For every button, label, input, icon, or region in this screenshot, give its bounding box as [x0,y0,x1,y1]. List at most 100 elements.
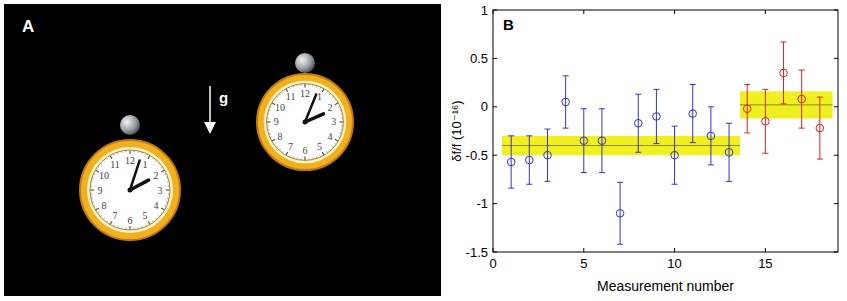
error-bar-stem [783,42,784,104]
error-bar-stem [601,109,602,173]
y-tick-label: -0.5 [466,148,488,163]
clock-minute-tick [137,227,138,228]
clock-minute-tick [332,96,333,98]
clock-minute-tick [161,166,162,168]
clock-minute-tick [91,185,92,186]
clock-minute-tick [340,133,341,134]
y-tick-right [834,106,838,107]
error-bar-stem [565,76,566,128]
clock-numeral: 10 [99,170,109,181]
clock-minute-tick [267,125,268,126]
clock-minute-tick [274,99,275,101]
mean-band [502,136,740,155]
clock-minute-tick [282,152,284,153]
clock-minute-tick [168,193,169,194]
clock-minute-tick [301,84,302,85]
clock-minute-tick [304,157,305,160]
gravity-arrow-head [204,122,216,134]
clock-minute-tick [335,99,336,101]
error-bar-cap [744,132,750,133]
error-bar-cap [617,244,623,245]
clock-minute-tick [270,106,271,108]
clock-minute-tick [332,146,333,148]
error-bar-cap [563,128,569,129]
error-bar-stem [656,89,657,143]
error-bar-cap [781,41,787,42]
data-point [544,151,552,159]
clock-minute-tick [155,161,156,162]
error-bar [817,97,823,159]
y-tick-label: -1.5 [466,245,488,260]
clock-minute-tick [322,152,324,155]
clock-minute-tick [341,118,342,119]
clock-hand [305,94,316,122]
clock-high: 121234567891011 [257,74,353,170]
clock-minute-tick [289,155,291,156]
x-axis-label: Measurement number [597,278,734,294]
error-bar-cap [599,108,605,109]
error-bar-cap [726,123,732,124]
data-point [616,209,624,217]
clock-minute-tick [158,164,159,165]
clock-numeral: 9 [98,185,103,196]
clock-minute-tick [133,228,134,229]
error-bar-cap [762,153,768,154]
clock-numeral: 9 [274,116,279,127]
clock-minute-tick [269,133,270,134]
y-axis-label: δf/f (10⁻¹⁶) [449,100,464,161]
clock-minute-tick [92,177,93,178]
clock-minute-tick [125,151,126,152]
x-tick-top [765,10,766,14]
clock-minute-tick [335,143,336,145]
clock-minute-tick [338,136,339,138]
error-bar-stem [729,123,730,181]
clock-minute-tick [133,151,134,152]
error-bar-cap [690,84,696,85]
clock-minute-tick [319,155,321,156]
error-bar [726,123,732,181]
error-bar-cap [744,84,750,85]
error-bar-cap [526,184,532,185]
axes-frame [493,10,838,252]
clock-minute-tick [166,201,167,202]
clock-minute-tick [308,158,309,159]
error-bar-cap [508,135,514,136]
clock-minute-tick [322,89,324,92]
clock-minute-tick [158,215,159,216]
error-bar-cap [672,184,678,185]
clock-minute-tick [98,166,99,168]
clock-ring [80,140,180,240]
error-bar-stem [747,85,748,133]
error-bar-cap [563,75,569,76]
y-tick-right [834,10,838,11]
panel-label: A [22,17,34,36]
y-tick-right [834,203,838,204]
x-tick [583,248,584,252]
clock-minute-tick [91,181,92,182]
error-bar-stem [638,94,639,152]
clock-minute-tick [297,158,298,159]
clock-minute-tick [267,118,268,119]
clock-minute-tick [104,161,105,162]
clock-minute-tick [301,158,302,159]
y-tick-label: -1 [476,196,488,211]
error-bar-stem [547,129,548,181]
gravity-label: g [219,89,228,106]
x-tick-label: 15 [758,256,772,271]
error-bar-cap [708,106,714,107]
clock-minute-tick [282,91,284,92]
error-bar-cap [526,135,532,136]
data-point [816,124,824,132]
clock-minute-tick [326,91,328,92]
clock-minute-tick [155,218,156,219]
clock-minute-tick [91,193,92,194]
clock-minute-tick [113,154,115,155]
clock-minute-tick [269,110,270,111]
clock-minute-tick [91,197,92,198]
clock-minute-tick [167,181,168,182]
clock-minute-tick [168,185,169,186]
error-bar [581,109,587,173]
clock-minute-tick [277,146,278,148]
clock-minute-tick [141,152,142,153]
clock-minute-tick [341,125,342,126]
